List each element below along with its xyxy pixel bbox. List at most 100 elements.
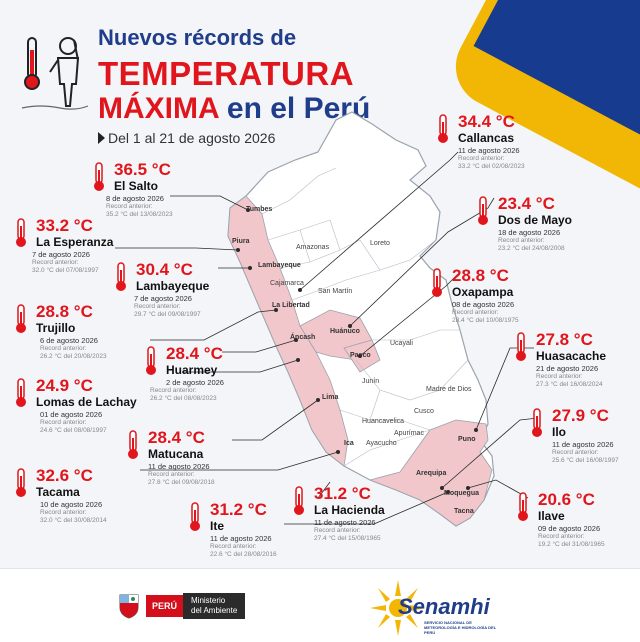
record-date: 10 de agosto 2026 bbox=[40, 500, 103, 509]
region-label-san-martin: San Martín bbox=[318, 288, 353, 295]
record-prev-value: 33.2 °C del 02/08/2023 bbox=[458, 163, 525, 170]
thermometer-icon bbox=[146, 346, 156, 375]
thermometer-icon bbox=[116, 262, 126, 291]
record-station: Matucana bbox=[148, 447, 204, 461]
record-date: 11 de agosto 2026 bbox=[210, 534, 272, 543]
record-station: La Hacienda bbox=[314, 503, 385, 517]
region-label-arequipa: Arequipa bbox=[416, 470, 447, 477]
record-station: Lambayeque bbox=[136, 279, 210, 293]
peru-label: PERÚ bbox=[146, 595, 184, 617]
record-temperature: 34.4 °C bbox=[458, 112, 515, 131]
record-prev-label: Record anterior: bbox=[148, 471, 195, 478]
record-date: 6 de agosto 2026 bbox=[40, 336, 98, 345]
record-prev-value: 29.7 °C del 09/08/1997 bbox=[134, 311, 201, 318]
ministry-line-2: del Ambiente bbox=[191, 606, 238, 615]
record-station: Trujillo bbox=[36, 321, 76, 335]
footer bbox=[0, 568, 640, 642]
record-station: Ilo bbox=[552, 425, 566, 439]
ministry-label: Ministerio del Ambiente bbox=[183, 593, 246, 619]
period-subtitle: Del 1 al 21 de agosto 2026 bbox=[108, 130, 276, 146]
record-temperature: 20.6 °C bbox=[538, 490, 595, 509]
region-label-apurimac: Apurímac bbox=[394, 430, 424, 437]
region-label-puno: Puno bbox=[458, 436, 476, 443]
record-temperature: 24.9 °C bbox=[36, 376, 93, 395]
record-temperature: 31.2 °C bbox=[210, 500, 267, 519]
region-borders bbox=[261, 167, 469, 467]
record-prev-value: 19.2 °C del 31/08/1965 bbox=[538, 541, 605, 548]
title-word-maxima: MÁXIMA bbox=[98, 92, 219, 125]
record-prev-value: 27.3 °C del 16/08/2024 bbox=[536, 381, 603, 388]
record-prev-value: 27.4 °C del 15/08/1965 bbox=[314, 535, 381, 542]
record-date: 11 de agosto 2026 bbox=[458, 146, 520, 155]
record-prev-label: Record anterior: bbox=[498, 237, 545, 244]
record-prev-label: Record anterior: bbox=[536, 373, 583, 380]
thermometer-icon bbox=[94, 162, 104, 191]
thermometer-icon bbox=[516, 332, 526, 361]
region-label-piura: Piura bbox=[232, 238, 250, 245]
thermometer-icon bbox=[532, 408, 542, 437]
region-label-loreto: Loreto bbox=[370, 240, 390, 247]
record-prev-label: Record anterior: bbox=[458, 155, 505, 162]
thermometer-icon bbox=[16, 218, 26, 247]
thermometer-icon bbox=[478, 196, 488, 225]
thermometer-icon bbox=[438, 114, 448, 143]
region-label-cajamarca: Cajamarca bbox=[270, 280, 304, 287]
record-prev-value: 25.6 °C del 16/08/1997 bbox=[552, 457, 619, 464]
record-prev-label: Record anterior: bbox=[150, 387, 197, 394]
highlight-south bbox=[368, 419, 493, 527]
thermometer-icon bbox=[432, 268, 442, 297]
record-date: 21 de agosto 2026 bbox=[536, 364, 599, 373]
record-station: Lomas de Lachay bbox=[36, 395, 137, 409]
region-label-huanuco: Huánuco bbox=[330, 328, 360, 335]
record-station: Ite bbox=[210, 519, 225, 533]
record-date: 11 de agosto 2026 bbox=[314, 518, 376, 527]
record-temperature: 32.6 °C bbox=[36, 466, 93, 485]
record-date: 01 de agosto 2026 bbox=[40, 410, 103, 419]
region-label-la-libertad: La Libertad bbox=[272, 302, 310, 309]
record-station: El Salto bbox=[114, 179, 159, 193]
record-prev-label: Record anterior: bbox=[40, 509, 87, 516]
thermometer-icon bbox=[16, 304, 26, 333]
record-prev-value: 26.2 °C del 08/08/2023 bbox=[150, 395, 217, 402]
record-station: La Esperanza bbox=[36, 235, 114, 249]
record-prev-value: 35.2 °C del 13/08/2023 bbox=[106, 211, 173, 218]
record-prev-label: Record anterior: bbox=[32, 259, 79, 266]
record-temperature: 30.4 °C bbox=[136, 260, 193, 279]
region-label-amazonas: Amazonas bbox=[296, 244, 330, 251]
thermometer-icon bbox=[518, 492, 528, 521]
thermometer-icon bbox=[16, 468, 26, 497]
record-temperature: 36.5 °C bbox=[114, 160, 171, 179]
record-prev-value: 23.2 °C del 24/08/2008 bbox=[498, 245, 565, 252]
region-label-tumbes: Tumbes bbox=[246, 206, 273, 213]
region-label-ucayali: Ucayali bbox=[390, 340, 413, 347]
record-prev-label: Record anterior: bbox=[552, 449, 599, 456]
record-temperature: 28.8 °C bbox=[452, 266, 509, 285]
record-prev-label: Record anterior: bbox=[40, 419, 87, 426]
record-date: 11 de agosto 2026 bbox=[552, 440, 614, 449]
record-station: Tacama bbox=[36, 485, 80, 499]
thermometer-icon bbox=[294, 486, 304, 515]
peru-coat-of-arms-icon bbox=[119, 594, 139, 619]
play-arrow-icon bbox=[98, 132, 105, 144]
record-prev-value: 26.2 °C del 20/08/2023 bbox=[40, 353, 107, 360]
region-label-ica: Ica bbox=[344, 440, 354, 447]
record-prev-label: Record anterior: bbox=[40, 345, 87, 352]
record-prev-value: 32.0 °C del 07/08/1997 bbox=[32, 267, 99, 274]
region-label-ancash: Áncash bbox=[290, 334, 316, 341]
record-station: Ilave bbox=[538, 509, 565, 523]
record-temperature: 28.4 °C bbox=[148, 428, 205, 447]
title-line-2: TEMPERATURA bbox=[98, 55, 355, 92]
record-date: 18 de agosto 2026 bbox=[498, 228, 561, 237]
record-station: Dos de Mayo bbox=[498, 213, 573, 227]
record-temperature: 23.4 °C bbox=[498, 194, 555, 213]
record-date: 09 de agosto 2026 bbox=[538, 524, 601, 533]
record-prev-label: Record anterior: bbox=[452, 309, 499, 316]
record-prev-label: Record anterior: bbox=[106, 203, 153, 210]
record-date: 08 de agosto 2026 bbox=[452, 300, 515, 309]
region-label-moquegua: Moquegua bbox=[444, 490, 479, 497]
minam-logo: PERÚ Ministerio del Ambiente bbox=[118, 592, 246, 620]
record-prev-label: Record anterior: bbox=[314, 527, 361, 534]
record-station: Oxapampa bbox=[452, 285, 514, 299]
record-date: 7 de agosto 2026 bbox=[134, 294, 192, 303]
